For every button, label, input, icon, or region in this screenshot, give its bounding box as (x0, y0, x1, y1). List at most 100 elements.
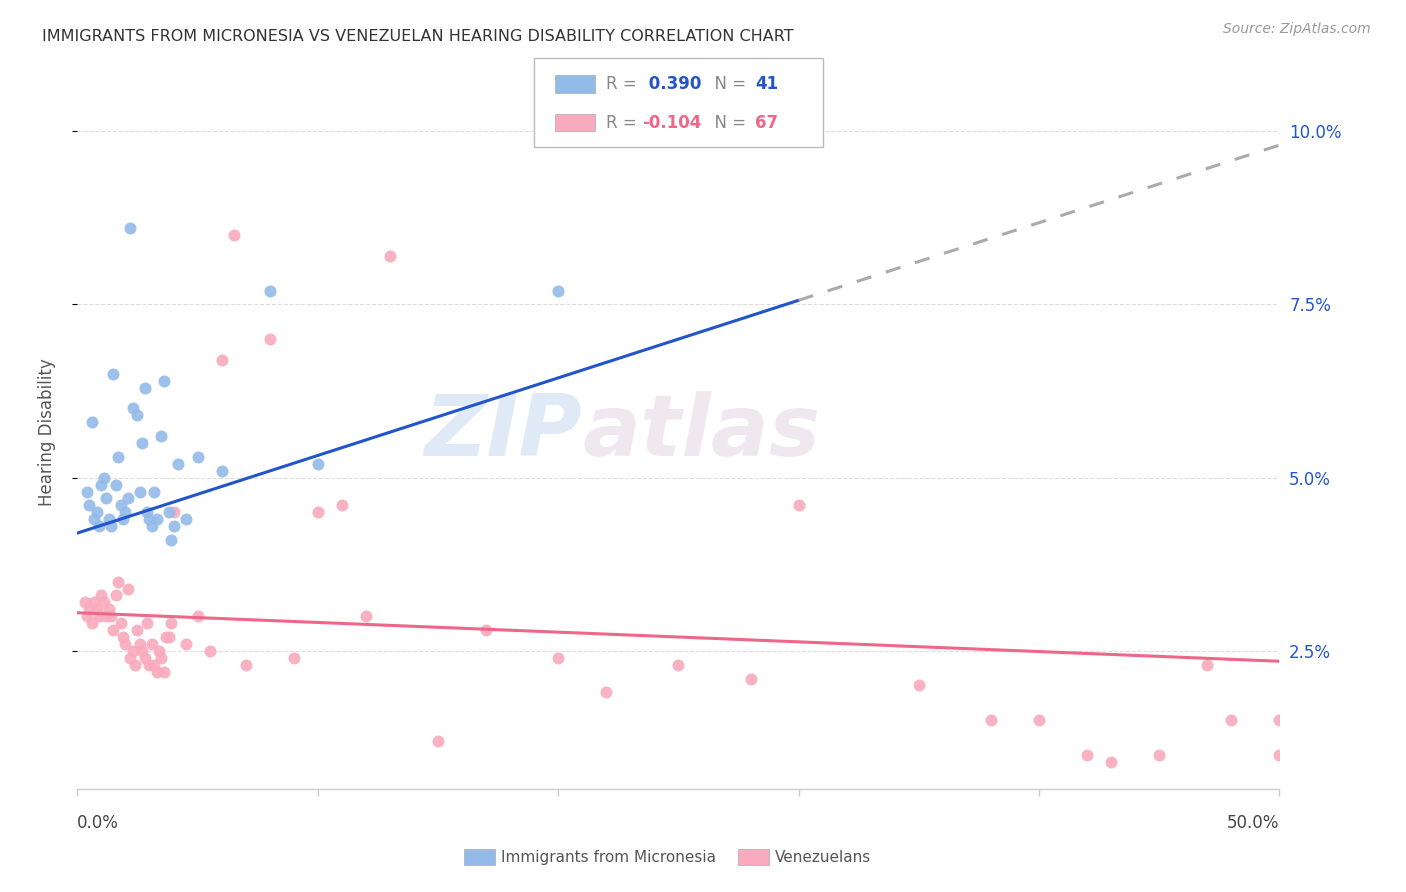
Point (110, 499, 132, 513)
Point (153, 665, 176, 679)
Point (283, 650, 305, 665)
Point (87, 519, 110, 533)
Point (117, 491, 139, 506)
Point (160, 533, 183, 547)
Point (150, 429, 173, 443)
Point (111, 630, 134, 644)
Point (740, 672, 762, 686)
Point (141, 519, 163, 533)
Point (124, 657, 146, 672)
Point (307, 505, 329, 519)
Text: atlas: atlas (582, 391, 820, 475)
Point (143, 484, 166, 499)
Point (76, 484, 98, 499)
Point (127, 409, 149, 423)
Point (1149, 747, 1171, 762)
Point (128, 637, 150, 651)
Point (427, 734, 450, 748)
Point (211, 352, 233, 367)
Point (1220, 713, 1243, 727)
Point (354, 609, 377, 624)
Point (138, 657, 160, 672)
Point (90, 589, 112, 603)
Point (153, 374, 176, 388)
Point (120, 650, 142, 665)
Point (86, 602, 108, 616)
Point (145, 665, 167, 679)
Point (80, 616, 103, 631)
Point (79, 602, 101, 616)
Point (83, 512, 105, 526)
Point (162, 519, 184, 533)
Point (475, 623, 498, 637)
Point (1268, 713, 1291, 727)
Point (136, 616, 159, 631)
Point (86, 505, 108, 519)
Point (162, 505, 184, 519)
Point (80, 415, 103, 429)
Point (131, 436, 153, 450)
Point (114, 505, 136, 519)
Point (980, 713, 1002, 727)
Point (96, 609, 118, 624)
Point (787, 499, 810, 513)
Point (198, 644, 221, 658)
Text: N =: N = (704, 75, 752, 93)
Point (131, 644, 153, 658)
Text: IMMIGRANTS FROM MICRONESIA VS VENEZUELAN HEARING DISABILITY CORRELATION CHART: IMMIGRANTS FROM MICRONESIA VS VENEZUELAN… (42, 29, 794, 44)
Text: 50.0%: 50.0% (1227, 814, 1279, 831)
Point (121, 644, 143, 658)
Point (93, 595, 115, 609)
Point (93, 470, 115, 484)
Text: 0.0%: 0.0% (77, 814, 120, 831)
Point (73, 595, 96, 609)
Point (83, 595, 105, 609)
Point (187, 609, 209, 624)
Text: -0.104: -0.104 (643, 113, 702, 131)
Point (100, 519, 122, 533)
Point (141, 637, 163, 651)
Point (134, 381, 156, 395)
Point (668, 657, 690, 672)
Point (259, 332, 281, 346)
Text: R =: R = (606, 75, 643, 93)
Point (87, 609, 110, 624)
Point (330, 499, 353, 513)
Point (174, 512, 197, 526)
Point (259, 284, 281, 298)
Point (143, 657, 166, 672)
Point (1197, 657, 1219, 672)
Point (235, 657, 257, 672)
Point (174, 637, 197, 651)
Y-axis label: Hearing Disability: Hearing Disability (38, 359, 56, 507)
Point (547, 650, 569, 665)
Point (378, 249, 401, 263)
Point (103, 623, 125, 637)
Point (127, 623, 149, 637)
Point (136, 505, 159, 519)
Text: Immigrants from Micronesia: Immigrants from Micronesia (501, 850, 716, 864)
Point (134, 650, 156, 665)
Point (157, 630, 180, 644)
Text: N =: N = (704, 113, 752, 131)
Point (211, 464, 233, 478)
Point (121, 401, 143, 416)
Point (307, 457, 329, 471)
Point (155, 630, 177, 644)
Point (97, 512, 120, 526)
Text: 0.390: 0.390 (643, 75, 702, 93)
Text: ZIP: ZIP (425, 391, 582, 475)
Point (96, 491, 118, 506)
Point (167, 457, 190, 471)
Point (128, 484, 150, 499)
Point (157, 505, 180, 519)
Text: R =: R = (606, 113, 643, 131)
Point (97, 602, 120, 616)
Point (908, 678, 931, 692)
Point (145, 512, 167, 526)
Point (187, 450, 209, 464)
Point (104, 477, 127, 491)
Point (104, 589, 127, 603)
Point (107, 450, 129, 464)
Point (595, 685, 617, 699)
